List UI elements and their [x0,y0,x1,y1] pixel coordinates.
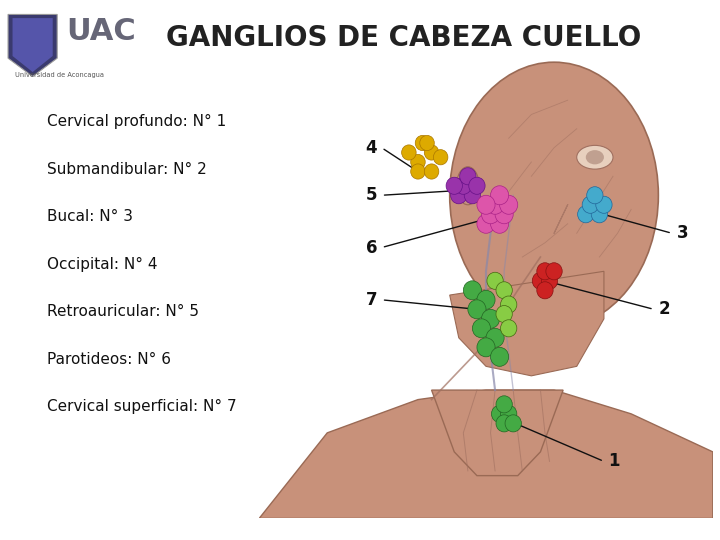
Ellipse shape [450,62,658,328]
Circle shape [486,195,504,214]
Circle shape [500,195,518,214]
Text: Parotideos: N° 6: Parotideos: N° 6 [47,352,171,367]
Circle shape [464,281,482,300]
Text: 7: 7 [366,291,377,309]
Circle shape [482,205,500,224]
Polygon shape [12,18,53,72]
Circle shape [532,272,549,289]
Text: Submandibular: N° 2: Submandibular: N° 2 [47,161,207,177]
Circle shape [410,154,426,170]
Polygon shape [8,15,57,76]
Circle shape [496,396,513,413]
Circle shape [433,150,448,165]
Text: Bucal: N° 3: Bucal: N° 3 [47,209,132,224]
Circle shape [477,195,495,214]
Text: 6: 6 [366,239,377,256]
Circle shape [415,136,430,151]
Circle shape [490,347,508,366]
Circle shape [591,206,608,223]
Circle shape [541,272,558,289]
Circle shape [402,145,416,160]
Circle shape [496,415,513,432]
Circle shape [582,196,598,213]
Circle shape [595,196,612,213]
Polygon shape [450,271,604,376]
Circle shape [468,300,486,319]
Circle shape [459,168,476,185]
Circle shape [495,205,513,224]
Polygon shape [431,390,563,476]
Ellipse shape [586,150,604,164]
Circle shape [487,272,503,289]
Text: Universidad de Aconcagua: Universidad de Aconcagua [15,72,104,78]
Text: 1: 1 [608,453,620,470]
Circle shape [587,187,603,204]
Circle shape [451,187,467,204]
Circle shape [490,186,508,205]
Circle shape [464,187,480,204]
Ellipse shape [456,167,480,205]
Text: 5: 5 [366,186,377,204]
Circle shape [546,263,562,280]
Text: Retroauricular: N° 5: Retroauricular: N° 5 [47,304,199,319]
Circle shape [472,319,490,338]
Circle shape [477,214,495,233]
Circle shape [500,320,517,337]
Circle shape [420,136,434,151]
Text: 2: 2 [658,300,670,318]
Circle shape [446,177,462,194]
Polygon shape [259,390,713,518]
Circle shape [455,177,472,194]
Circle shape [496,306,513,322]
Text: 3: 3 [677,224,688,242]
Circle shape [500,296,517,313]
Circle shape [537,263,553,280]
Text: 4: 4 [366,139,377,157]
Text: UAC: UAC [66,17,136,46]
Circle shape [496,282,513,299]
Text: Occipital: N° 4: Occipital: N° 4 [47,256,157,272]
Circle shape [410,164,426,179]
Circle shape [477,291,495,309]
Circle shape [469,177,485,194]
Text: Cervical superficial: N° 7: Cervical superficial: N° 7 [47,399,236,414]
Circle shape [482,309,500,328]
Text: GANGLIOS DE CABEZA CUELLO: GANGLIOS DE CABEZA CUELLO [166,24,641,52]
Circle shape [477,338,495,357]
Circle shape [537,282,553,299]
Text: Cervical profundo: N° 1: Cervical profundo: N° 1 [47,114,226,129]
Circle shape [577,206,594,223]
Circle shape [424,145,438,160]
Ellipse shape [577,145,613,169]
Circle shape [424,164,438,179]
Circle shape [500,406,517,422]
Circle shape [490,214,508,233]
Circle shape [492,406,508,422]
Circle shape [505,415,521,432]
Circle shape [486,328,504,347]
